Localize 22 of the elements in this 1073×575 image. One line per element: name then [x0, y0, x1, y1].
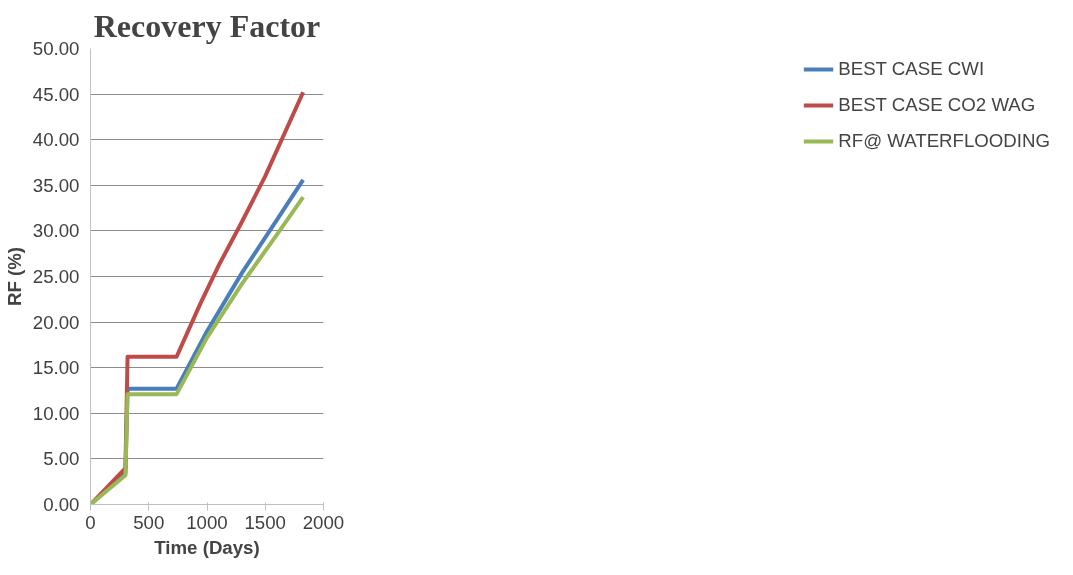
x-axis-title: Time (Days): [154, 536, 260, 558]
y-tick-label: 45.00: [32, 83, 80, 105]
x-tick-label: 0: [85, 511, 96, 533]
y-axis-title: RF (%): [3, 246, 25, 307]
y-tick-label: 50.00: [32, 38, 80, 59]
y-tick-label: 0.00: [43, 494, 80, 515]
y-tick-label: 35.00: [32, 174, 80, 196]
y-tick-label: 30.00: [32, 220, 80, 242]
chart-title: Recovery Factor: [93, 7, 321, 44]
legend-label: RF@ WATERFLOODING: [838, 130, 1050, 152]
x-tick-label: 500: [133, 511, 165, 533]
x-tick-label: 2000: [302, 511, 345, 533]
legend-label: BEST CASE CO2 WAG: [838, 94, 1036, 116]
y-tick-label: 25.00: [32, 266, 80, 287]
legend-label: BEST CASE CWI: [838, 58, 985, 80]
y-tick-label: 15.00: [32, 357, 80, 379]
x-tick-label: 1500: [244, 511, 287, 533]
y-tick-label: 10.00: [32, 402, 80, 424]
x-tick-label: 1000: [186, 511, 228, 533]
y-tick-label: 40.00: [32, 129, 80, 151]
y-tick-label: 5.00: [43, 448, 80, 470]
y-tick-label: 20.00: [32, 311, 80, 333]
